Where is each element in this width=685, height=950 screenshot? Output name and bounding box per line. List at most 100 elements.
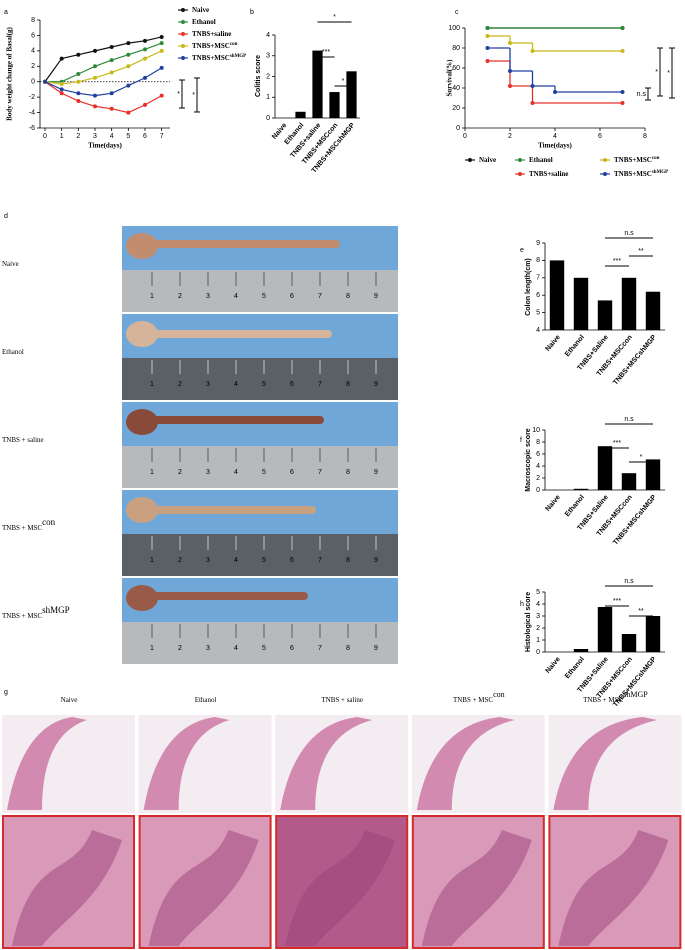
y-tick-label: 8: [536, 439, 540, 446]
zoom-structure: [558, 830, 669, 946]
point: [126, 64, 131, 69]
y-tick-label: 60: [452, 65, 460, 72]
ruler-number: 1: [150, 293, 154, 300]
y-tick-label: 5: [536, 309, 540, 316]
x-tick-label: 0: [463, 133, 467, 140]
point: [76, 72, 81, 76]
panel-letter: d: [4, 213, 8, 220]
point: [508, 41, 512, 45]
point: [126, 41, 131, 46]
point: [508, 84, 512, 88]
zoom-structure: [421, 830, 532, 946]
column-label: TNBS + MSCshMGP: [583, 690, 648, 703]
y-tick-label: 8: [536, 257, 540, 264]
legend-marker: [518, 158, 522, 162]
y-axis-label: Macroscopic score: [525, 428, 532, 492]
annotation: n.s: [624, 416, 634, 423]
ruler: [122, 534, 398, 576]
legend-label: TNBS+MSCcon: [192, 42, 238, 50]
y-tick-label: 0: [31, 79, 35, 86]
ruler-number: 2: [178, 557, 182, 564]
tissue-section: [280, 717, 373, 810]
bar: [597, 607, 613, 652]
ruler-number: 1: [150, 557, 154, 564]
x-tick-label: 3: [93, 133, 97, 140]
point: [620, 101, 625, 105]
x-tick-label: Naive: [545, 494, 562, 513]
point: [553, 90, 557, 94]
ruler-number: 4: [234, 469, 238, 476]
row-label-text: TNBS + MSC: [2, 612, 42, 620]
point: [109, 106, 114, 111]
colon-tube: [150, 330, 332, 338]
y-tick-label: 9: [536, 240, 540, 247]
ruler-number: 9: [374, 381, 378, 388]
x-tick-label: Naive: [545, 656, 562, 675]
annotation: n.s: [637, 91, 647, 98]
ruler-number: 4: [234, 557, 238, 564]
bar: [573, 649, 589, 652]
annotation: ***: [613, 598, 621, 605]
annotation: *: [342, 78, 345, 85]
bar: [329, 92, 340, 118]
ruler-number: 9: [374, 469, 378, 476]
y-axis-label: Colon length(cm): [525, 258, 532, 316]
series-line: [45, 42, 162, 83]
y-tick-label: 5: [536, 589, 540, 596]
y-tick-label: 80: [452, 45, 460, 52]
zoom-structure: [285, 830, 396, 946]
x-tick-label: 0: [43, 133, 47, 140]
x-tick-label: 1: [60, 133, 64, 140]
point: [159, 34, 164, 39]
y-tick-label: 0: [266, 115, 270, 122]
tissue-section: [416, 717, 515, 810]
ruler-number: 5: [262, 381, 266, 388]
x-tick-label: Ethanol: [564, 334, 586, 358]
row-label: Naive: [2, 260, 19, 268]
colon-cecum: [126, 409, 158, 435]
ruler-number: 3: [206, 557, 210, 564]
column-label: Ethanol: [195, 696, 217, 704]
point: [109, 70, 114, 75]
colon-tube: [150, 416, 324, 424]
y-tick-label: 3: [536, 613, 540, 620]
point: [143, 38, 147, 43]
y-axis-label: Body weight change of Basal(g): [6, 26, 14, 120]
y-tick-label: -2: [29, 94, 35, 101]
ruler-number: 7: [318, 469, 322, 476]
point: [76, 52, 81, 57]
row-label: TNBS + MSCshMGP: [2, 605, 70, 620]
x-tick-label: Naive: [545, 334, 562, 353]
legend-label-text: TNBS+saline: [529, 170, 568, 178]
ruler-number: 3: [206, 645, 210, 652]
bar: [621, 473, 637, 490]
legend-label: TNBS+saline: [529, 170, 568, 178]
y-tick-label: 0: [456, 125, 460, 132]
legend-label-sup: shMGP: [652, 170, 668, 175]
y-axis-label: Histological score: [525, 592, 532, 652]
panel-letter: b: [250, 9, 254, 16]
y-tick-label: 6: [31, 32, 35, 39]
legend-label-text: TNBS+MSC: [192, 54, 230, 62]
y-tick-label: 1: [536, 637, 540, 644]
point: [159, 41, 164, 46]
legend-label: Naive: [192, 6, 209, 14]
y-tick-label: 2: [266, 73, 270, 80]
bar: [621, 634, 637, 652]
ruler-number: 4: [234, 645, 238, 652]
point: [508, 69, 512, 73]
x-tick-label: 2: [76, 133, 80, 140]
panel-letter: a: [4, 9, 8, 16]
bar: [645, 459, 661, 490]
bar: [346, 71, 357, 118]
ruler: [122, 270, 398, 312]
ruler-number: 7: [318, 381, 322, 388]
point: [93, 75, 97, 80]
y-tick-label: 6: [536, 292, 540, 299]
x-tick-label: 8: [643, 133, 647, 140]
point: [93, 104, 97, 109]
point: [126, 83, 131, 88]
annotation: n.s: [624, 578, 634, 585]
y-tick-label: 20: [452, 105, 460, 112]
column-label-text: Naive: [61, 696, 78, 704]
